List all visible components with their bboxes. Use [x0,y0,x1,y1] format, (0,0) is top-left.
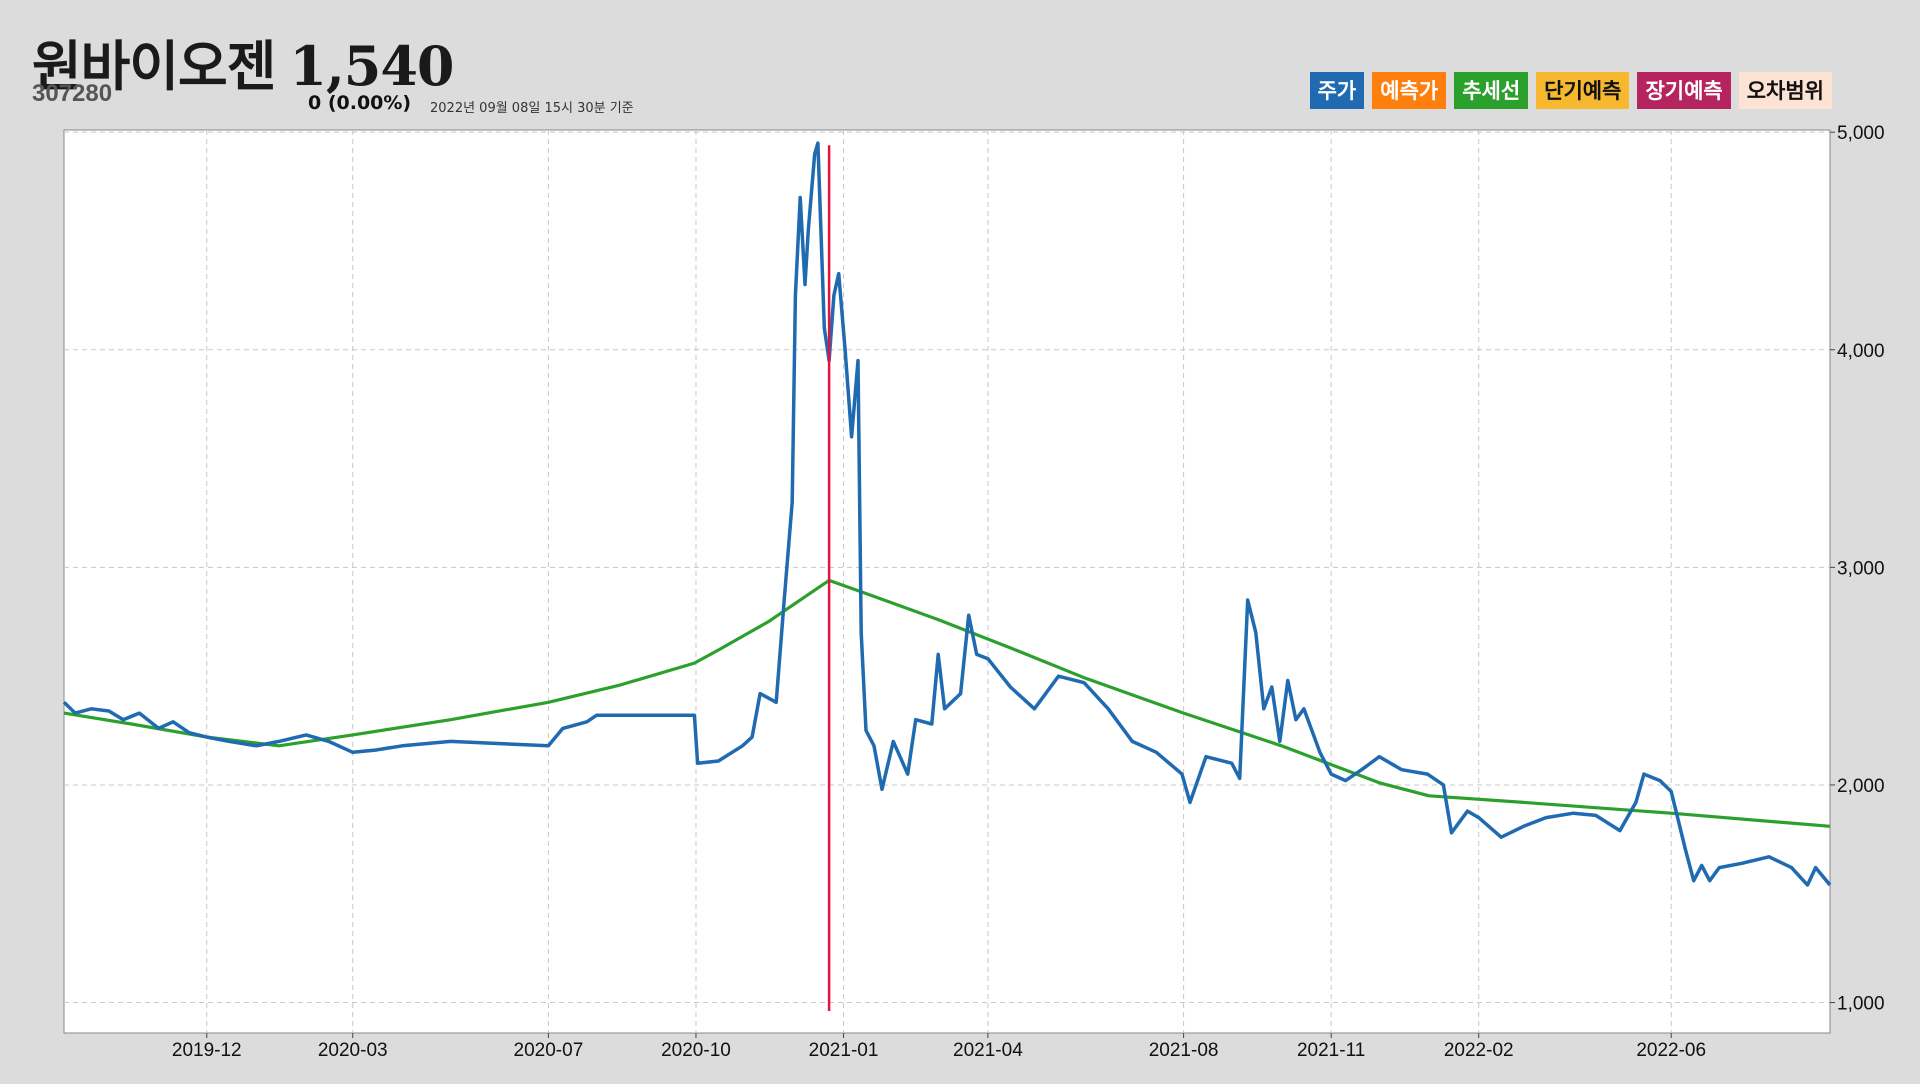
legend-error-range[interactable]: 오차범위 [1738,72,1832,109]
x-tick-label: 2021-08 [1149,1040,1219,1061]
legend-prediction[interactable]: 예측가 [1372,72,1447,109]
y-tick-label: 2,000 [1837,776,1885,797]
x-tick-label: 2021-11 [1297,1040,1365,1061]
stock-price: 1,540 [289,34,454,98]
y-tick-label: 1,000 [1837,994,1885,1015]
legend-trendline[interactable]: 추세선 [1454,72,1529,109]
legend: 주가 예측가 추세선 단기예측 장기예측 오차범위 [1309,72,1832,109]
legend-price[interactable]: 주가 [1309,72,1365,109]
x-tick-label: 2021-01 [809,1040,879,1061]
plot-area [63,129,1831,1034]
stock-title: 원바이오젠 1,540 [32,22,468,101]
stock-code: 307280 [32,80,113,107]
timestamp: 2022년 09월 08일 15시 30분 기준 [430,101,634,116]
x-tick-label: 2019-12 [172,1040,242,1061]
y-tick-label: 5,000 [1837,123,1885,144]
legend-long-term[interactable]: 장기예측 [1637,72,1731,109]
y-tick-label: 4,000 [1837,341,1885,362]
y-tick-label: 3,000 [1837,558,1885,579]
x-tick-label: 2021-04 [953,1040,1023,1061]
trend-line [63,578,1831,828]
x-tick-label: 2020-10 [661,1040,731,1061]
legend-short-term[interactable]: 단기예측 [1536,72,1630,109]
stock-name: 원바이오젠 [32,34,276,98]
x-tick-label: 2022-02 [1444,1040,1514,1061]
price-line [62,141,1832,887]
price-change: 0 (0.00%) [308,92,412,114]
x-tick-label: 2022-06 [1636,1040,1706,1061]
x-tick-label: 2020-03 [318,1040,388,1061]
x-tick-label: 2020-07 [514,1040,584,1061]
